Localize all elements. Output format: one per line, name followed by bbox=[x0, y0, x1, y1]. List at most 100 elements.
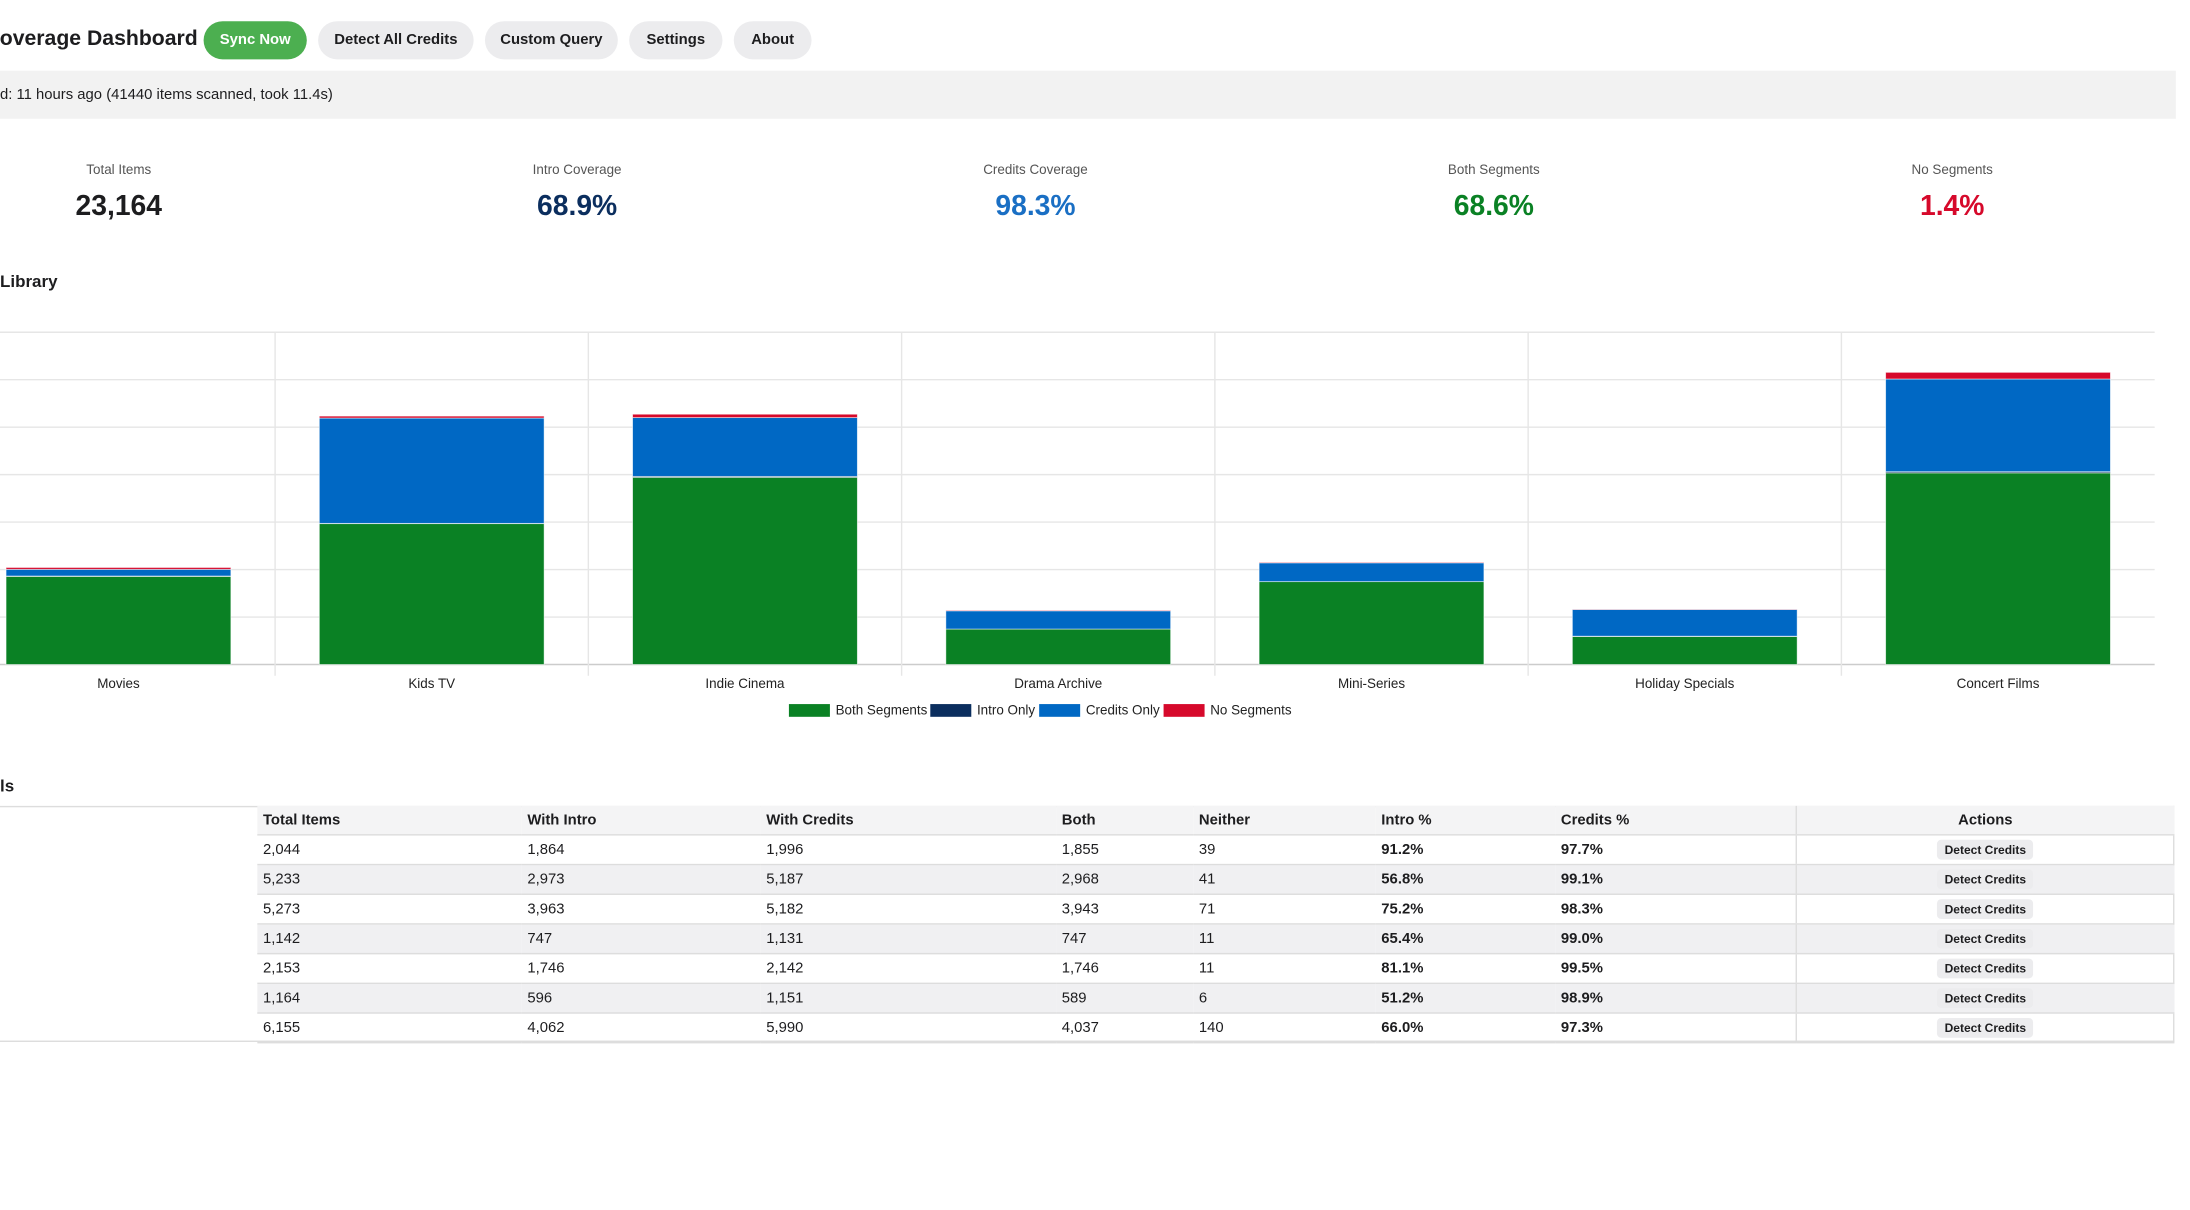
column-header: Neither bbox=[1193, 805, 1376, 836]
legend-label: Both Segments bbox=[836, 703, 928, 718]
bar-segment bbox=[1258, 581, 1485, 665]
status-text: d: 11 hours ago (41440 items scanned, to… bbox=[0, 86, 333, 104]
bar-segment bbox=[632, 417, 858, 477]
action-cell: Detect Credits bbox=[1794, 894, 2175, 925]
button[interactable]: Sync Now bbox=[203, 21, 307, 60]
stat-label: Credits Coverage bbox=[983, 162, 1088, 179]
bar-segment bbox=[945, 628, 1172, 665]
bar-segment bbox=[1258, 561, 1485, 564]
action-cell: Detect Credits bbox=[1794, 834, 2175, 866]
table-cell: 98.9% bbox=[1555, 983, 1796, 1014]
table-cell: 66.0% bbox=[1375, 1013, 1556, 1044]
stat-label: Both Segments bbox=[1447, 162, 1540, 179]
action-cell: Detect Credits bbox=[1794, 864, 2175, 895]
table-cell: 747 bbox=[1056, 923, 1194, 955]
action-cell: Detect Credits bbox=[1794, 923, 2175, 955]
x-tick-label: Concert Films bbox=[1957, 676, 2040, 691]
table-cell: 2,142 bbox=[760, 953, 1057, 985]
stat-value: 68.9% bbox=[537, 190, 618, 222]
table-cell: 140 bbox=[1193, 1013, 1376, 1044]
column-header: Both bbox=[1056, 805, 1194, 836]
column-header: With Credits bbox=[760, 805, 1057, 836]
legend-swatch bbox=[930, 704, 972, 717]
detect-credits-button[interactable]: Detect Credits bbox=[1937, 928, 2034, 949]
stat-value: 68.6% bbox=[1453, 190, 1534, 222]
x-tick-label: Indie Cinema bbox=[705, 676, 785, 691]
bar-segment bbox=[632, 476, 858, 665]
table-cell: 11 bbox=[1193, 953, 1376, 985]
column-header: With Intro bbox=[521, 805, 761, 836]
detect-credits-button[interactable]: Detect Credits bbox=[1937, 869, 2034, 890]
x-tick-label: Holiday Specials bbox=[1635, 676, 1735, 691]
stat-value: 23,164 bbox=[75, 190, 162, 222]
table-cell: 1,746 bbox=[1056, 953, 1194, 985]
status-bar bbox=[0, 70, 2176, 119]
column-header: Intro % bbox=[1375, 805, 1556, 836]
table-cell: 3,943 bbox=[1056, 894, 1194, 925]
bar-segment bbox=[5, 576, 232, 665]
table-cell: 97.7% bbox=[1555, 834, 1796, 866]
detect-credits-button[interactable]: Detect Credits bbox=[1937, 988, 2034, 1009]
legend-swatch bbox=[788, 704, 830, 717]
legend-swatch bbox=[1039, 704, 1081, 717]
table-cell: 1,746 bbox=[521, 953, 761, 985]
x-tick-label: Movies bbox=[97, 676, 140, 691]
detect-credits-button[interactable]: Detect Credits bbox=[1937, 839, 2034, 860]
button[interactable]: Custom Query bbox=[484, 21, 618, 60]
table-cell: 39 bbox=[1193, 834, 1376, 866]
table-cell: 41 bbox=[1193, 864, 1376, 895]
column-header: Total Items bbox=[257, 805, 522, 836]
bar-segment bbox=[318, 523, 545, 665]
table-cell: 1,151 bbox=[760, 983, 1057, 1014]
table-cell: 589 bbox=[1056, 983, 1194, 1014]
bar-segment bbox=[1885, 378, 2111, 473]
table-cell: 51.2% bbox=[1375, 983, 1556, 1014]
table-cell: 5,187 bbox=[760, 864, 1057, 895]
table-cell: 71 bbox=[1193, 894, 1376, 925]
bar-segment bbox=[945, 610, 1172, 630]
table: Total Items With Intro With Credits Both Nei… bbox=[257, 805, 2175, 1044]
bar-segment bbox=[5, 567, 232, 570]
stat-label: Intro Coverage bbox=[532, 162, 622, 179]
button[interactable]: About bbox=[733, 21, 812, 60]
stat-value: 1.4% bbox=[1919, 190, 1985, 222]
detect-credits-button[interactable]: Detect Credits bbox=[1937, 899, 2034, 919]
page-title: Coverage Dashboard bbox=[0, 26, 198, 51]
detect-credits-button[interactable]: Detect Credits bbox=[1937, 958, 2034, 979]
column-header: Credits % bbox=[1555, 805, 1796, 836]
button[interactable]: Detect All Credits bbox=[318, 21, 474, 60]
table-cell: 75.2% bbox=[1375, 894, 1556, 925]
bar-segment bbox=[1258, 562, 1485, 583]
bar-segment bbox=[1885, 472, 2111, 665]
table-row: 1,142 747 1,131 747 11 65.4% 99.0% Detect Credi… bbox=[257, 923, 2175, 955]
bar-segment bbox=[945, 609, 1172, 612]
table-cell: 81.1% bbox=[1375, 953, 1556, 985]
table-cell: 2,153 bbox=[257, 953, 522, 985]
table-cell: 1,142 bbox=[257, 923, 522, 955]
table-cell: 1,131 bbox=[760, 923, 1057, 955]
table-cell: 97.3% bbox=[1555, 1013, 1796, 1044]
button[interactable]: Settings bbox=[629, 21, 723, 60]
table-cell: 99.0% bbox=[1555, 923, 1796, 955]
table-cell: 5,990 bbox=[760, 1013, 1057, 1044]
bar-segment bbox=[632, 413, 858, 419]
table-row: 2,044 1,864 1,996 1,855 39 91.2% 97.7% Detect C… bbox=[257, 834, 2175, 866]
chart: Movies Kids TV Indie Cinema Drama Archive Mi… bbox=[0, 331, 2155, 718]
table-cell: 4,037 bbox=[1056, 1013, 1194, 1044]
table-cell: 6 bbox=[1193, 983, 1376, 1014]
x-tick-label: Mini-Series bbox=[1338, 676, 1405, 691]
table-cell: 747 bbox=[521, 923, 761, 955]
table-row: 1,164 596 1,151 589 6 51.2% 98.9% Detect Credit… bbox=[257, 983, 2175, 1014]
bar-segment bbox=[1885, 371, 2111, 380]
table-cell: 3,963 bbox=[521, 894, 761, 925]
bar-segment bbox=[5, 568, 232, 577]
table-title: ls bbox=[0, 776, 15, 796]
x-tick-label: Drama Archive bbox=[1014, 676, 1102, 691]
stat-label: Total Items bbox=[86, 162, 152, 179]
detect-credits-button[interactable]: Detect Credits bbox=[1937, 1017, 2034, 1038]
x-tick-label: Kids TV bbox=[408, 676, 455, 691]
table-cell: 98.3% bbox=[1555, 894, 1796, 925]
bar-segment bbox=[1571, 636, 1798, 665]
